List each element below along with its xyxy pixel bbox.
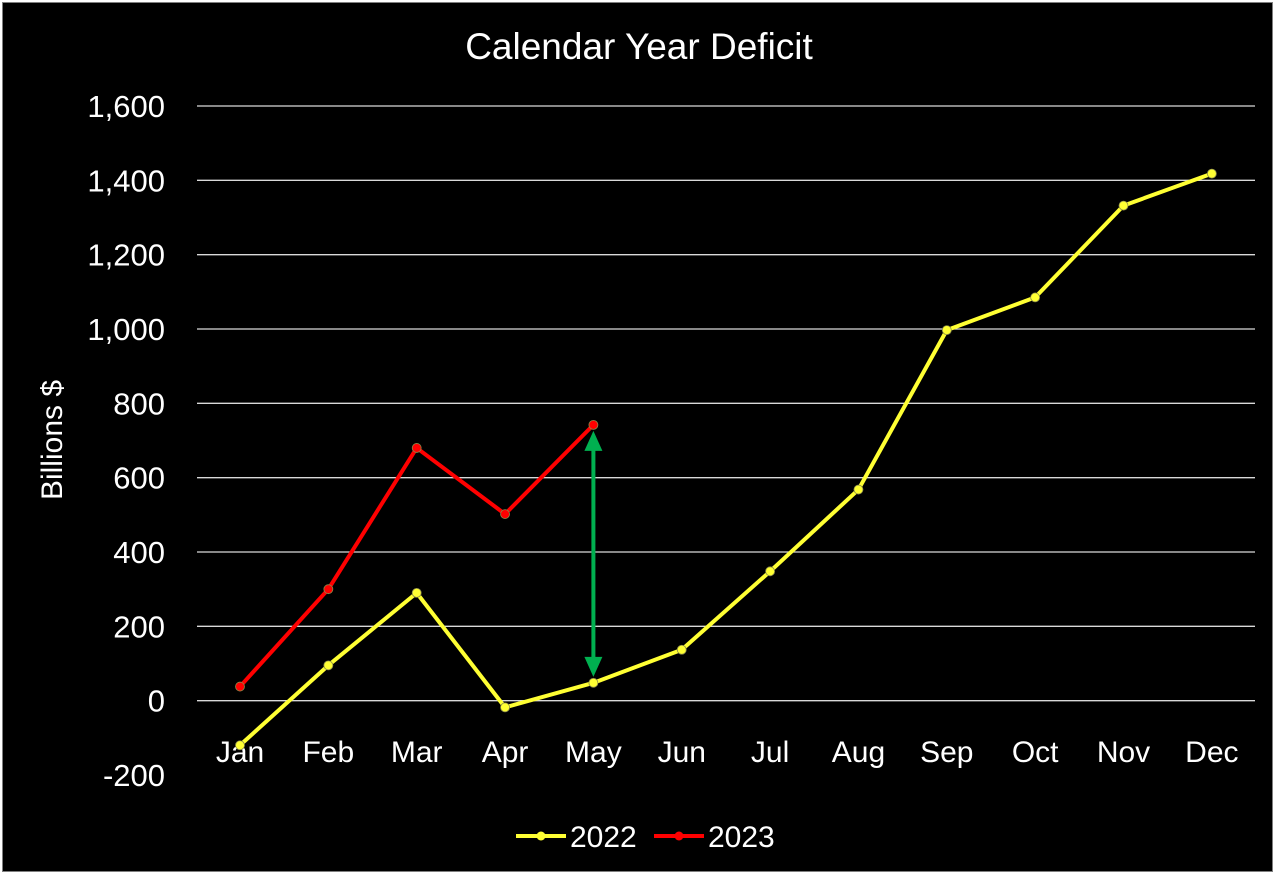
line-chart: Calendar Year Deficit Billions $ -200 0 20… [36,26,1255,854]
chart-title: Calendar Year Deficit [465,26,813,67]
data-point-2022 [588,677,599,688]
data-point-2022 [411,587,422,598]
y-tick-label: 0 [148,684,165,719]
data-point-2022 [1030,292,1041,303]
x-tick-label: Feb [302,736,354,769]
x-tick-label: Dec [1185,736,1238,769]
legend-marker-2022 [536,831,546,841]
data-point-2022 [235,740,245,751]
legend-label-2022: 2022 [570,821,637,854]
annotation-arrow-head-down [584,656,603,677]
data-point-2023 [323,584,334,595]
series-line-2022 [238,171,1213,747]
data-point-2023 [500,509,510,519]
y-axis-tick-labels: -200 0 200 400 600 800 1,000 1,200 1,400 1,600 [87,89,165,793]
annotation-layer [584,430,603,677]
data-point-2023 [411,443,422,453]
data-point-2022 [500,702,510,713]
x-tick-label: Nov [1097,736,1150,769]
legend-label-2023: 2023 [708,821,775,854]
data-point-2022 [853,484,864,495]
y-tick-label: 600 [113,461,165,496]
data-point-2023 [588,419,599,430]
annotation-arrow-head-up [584,430,603,451]
y-tick-label: 1,200 [87,238,165,273]
y-tick-label: -200 [103,758,165,793]
x-axis-tick-labels: Jan Feb Mar Apr May Jun Jul Aug Sep Oct Nov Dec [216,736,1239,769]
x-tick-label: Apr [482,736,529,769]
x-tick-label: Sep [920,736,973,769]
x-tick-label: Oct [1012,736,1059,769]
series-layer [235,168,1217,751]
data-point-2022 [1118,200,1129,211]
y-tick-label: 200 [113,609,165,644]
y-tick-label: 1,600 [87,89,165,124]
y-axis-title: Billions $ [36,380,69,500]
y-tick-label: 1,000 [87,312,165,347]
y-tick-label: 1,400 [87,163,165,198]
legend: 2022 2023 [516,821,775,854]
x-tick-label: Aug [832,736,885,769]
x-tick-label: May [565,736,622,769]
data-point-2022 [676,644,687,655]
data-point-2022 [1206,168,1217,179]
y-tick-label: 400 [113,535,165,570]
series-line-2023 [238,423,595,688]
legend-marker-2023 [674,831,684,841]
y-tick-label: 800 [113,386,165,421]
data-point-2023 [235,681,245,692]
data-point-2022 [765,566,775,577]
data-point-2022 [323,660,334,671]
x-tick-label: Mar [391,736,443,769]
x-tick-label: Jun [658,736,706,769]
data-point-2022 [941,325,952,336]
x-tick-label: Jul [751,736,789,769]
